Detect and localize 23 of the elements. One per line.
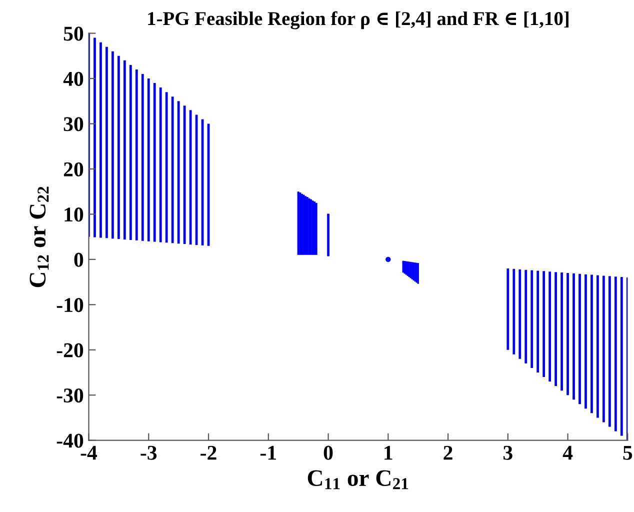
x-axis-title: C$_{11}$ or C$_{21}$ <box>308 470 408 490</box>
x-tick-label: -4 <box>80 446 98 460</box>
y-tick-label: 50 <box>64 26 84 41</box>
x-tick-label: -2 <box>200 446 216 460</box>
y-tick-label: -10 <box>56 298 84 312</box>
y-axis-title: C$_{12}$ or C$_{22}$ <box>30 186 49 288</box>
y-tick-label: -20 <box>56 343 84 358</box>
x-tick-label: 2 <box>444 446 452 460</box>
x-tick-label: 1 <box>384 446 392 460</box>
y-tick-label: -40 <box>56 434 84 448</box>
y-tick-label: 30 <box>64 117 84 132</box>
chart-title: 1-PG Feasible Region for ρ ∈ [2,4] and FR ∈ [1,10] <box>148 11 568 30</box>
x-tick-label: 5 <box>623 446 632 460</box>
x-tick-label: -3 <box>140 446 157 460</box>
x-tick-label: -1 <box>260 446 276 460</box>
y-tick-label: 40 <box>63 72 84 86</box>
x-tick-label: 0 <box>324 446 333 460</box>
x-tick-label: 3 <box>503 446 512 460</box>
y-tick-label: 10 <box>64 208 84 222</box>
x-tick-label: 4 <box>562 446 573 460</box>
y-tick-label: 20 <box>64 162 84 176</box>
y-tick-label: 0 <box>74 252 84 267</box>
y-tick-label: -30 <box>56 388 84 403</box>
